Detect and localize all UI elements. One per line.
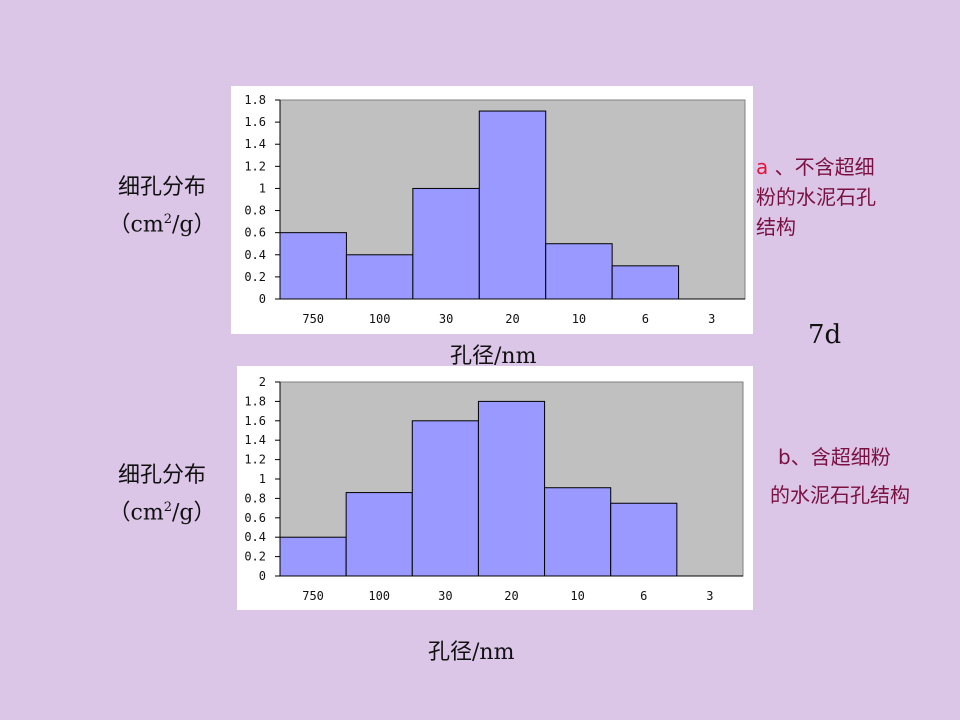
chart-b-bar (544, 487, 612, 577)
chart-a-ytick-label: 0.2 (244, 270, 266, 284)
chart-a-ylabel-unit: （cm2/g） (108, 212, 216, 238)
chart-b-xtick-label: 750 (302, 589, 324, 603)
chart-a-ytick-label: 0.8 (244, 204, 266, 218)
chart-a-ytick-label: 1.8 (244, 93, 266, 107)
annotation-b-line1: b、含超细粉 (778, 445, 891, 469)
chart-b-bar (411, 420, 479, 577)
annotation-a: a 、不含超细 粉的水泥石孔 结构 (756, 152, 876, 242)
chart-b-ytick-label: 0.8 (244, 491, 266, 505)
chart-b-ytick-label: 1.8 (244, 394, 266, 408)
chart-b-ytick-label: 1.6 (244, 414, 266, 428)
chart-b-bar (345, 492, 413, 577)
chart-a-xtick-label: 30 (439, 312, 453, 326)
chart-b-bar (610, 502, 678, 577)
chart-a-xlabel: 孔径/nm (450, 344, 537, 369)
chart-a-xtick-label: 750 (302, 312, 324, 326)
chart-b-ytick-label: 0.2 (244, 550, 266, 564)
chart-a-bar (412, 187, 480, 300)
chart-a-ytick-label: 1.2 (244, 159, 266, 173)
chart-b-xtick-label: 10 (570, 589, 584, 603)
chart-b-ylabel-unit: （cm2/g） (108, 500, 216, 526)
chart-a-xtick-label: 20 (505, 312, 519, 326)
chart-a-ylabel-line1: 细孔分布 (117, 175, 206, 200)
chart-a-bar (345, 254, 414, 300)
chart-a: 0 0.2 0.4 0.6 0.8 1 1.2 1.4 1.6 1.8 750 100 30 20 10 6 3 (231, 86, 753, 334)
chart-b-xtick-label: 20 (504, 589, 518, 603)
chart-b-xtick-label: 100 (368, 589, 390, 603)
annotation-b: b、含超细粉 的水泥石孔结构 (770, 442, 910, 510)
chart-a-bar (611, 265, 680, 300)
chart-a-ytick-label: 0 (259, 292, 266, 306)
chart-b-bar (477, 400, 546, 577)
chart-b-ytick-label: 0.6 (244, 511, 266, 525)
chart-b-ytick-label: 2 (259, 375, 266, 389)
chart-a-bar (545, 243, 613, 300)
chart-a-bar (478, 110, 547, 300)
chart-a-xtick-label: 3 (708, 312, 715, 326)
annotation-a-line3: 结构 (756, 215, 796, 239)
chart-a-svg: 0 0.2 0.4 0.6 0.8 1 1.2 1.4 1.6 1.8 750 100 30 20 10 6 3 (244, 93, 746, 326)
chart-b-ytick-label: 0.4 (244, 530, 266, 544)
chart-a-ytick-label: 1.4 (244, 137, 266, 151)
chart-b-xtick-label: 6 (640, 589, 647, 603)
chart-b-bar (279, 536, 347, 577)
chart-b-ylabel: 细孔分布 （cm2/g） (82, 460, 242, 529)
annotation-a-line2: 粉的水泥石孔 (756, 185, 876, 209)
chart-a-xtick-label: 10 (572, 312, 586, 326)
chart-b-ytick-label: 1.4 (244, 433, 266, 447)
chart-b-ytick-label: 1 (259, 472, 266, 486)
chart-a-bar (279, 232, 347, 300)
chart-b-svg: 0 0.2 0.4 0.6 0.8 1 1.2 1.4 1.6 1.8 2 750 100 30 20 10 6… (244, 375, 744, 603)
chart-b-xtick-label: 3 (706, 589, 713, 603)
annotation-a-line1: 、不含超细 (774, 155, 875, 179)
chart-b-xlabel: 孔径/nm (428, 640, 515, 665)
chart-a-ylabel: 细孔分布 （cm2/g） (82, 172, 242, 241)
chart-b-ytick-label: 0 (259, 569, 266, 583)
annotation-b-line2: 的水泥石孔结构 (770, 483, 910, 507)
chart-b-xtick-label: 30 (438, 589, 452, 603)
chart-b-ylabel-line1: 细孔分布 (117, 463, 206, 488)
chart-a-xtick-label: 6 (642, 312, 649, 326)
chart-a-ytick-label: 0.6 (244, 226, 266, 240)
chart-a-ytick-label: 1 (259, 181, 266, 195)
chart-a-ytick-label: 1.6 (244, 115, 266, 129)
annotation-a-letter: a (756, 155, 769, 179)
chart-b: 0 0.2 0.4 0.6 0.8 1 1.2 1.4 1.6 1.8 2 750 100 30 20 10 6… (237, 366, 753, 610)
day-label: 7d (808, 320, 842, 350)
chart-b-ytick-label: 1.2 (244, 453, 266, 467)
chart-a-ytick-label: 0.4 (244, 248, 266, 262)
chart-a-xtick-label: 100 (369, 312, 391, 326)
